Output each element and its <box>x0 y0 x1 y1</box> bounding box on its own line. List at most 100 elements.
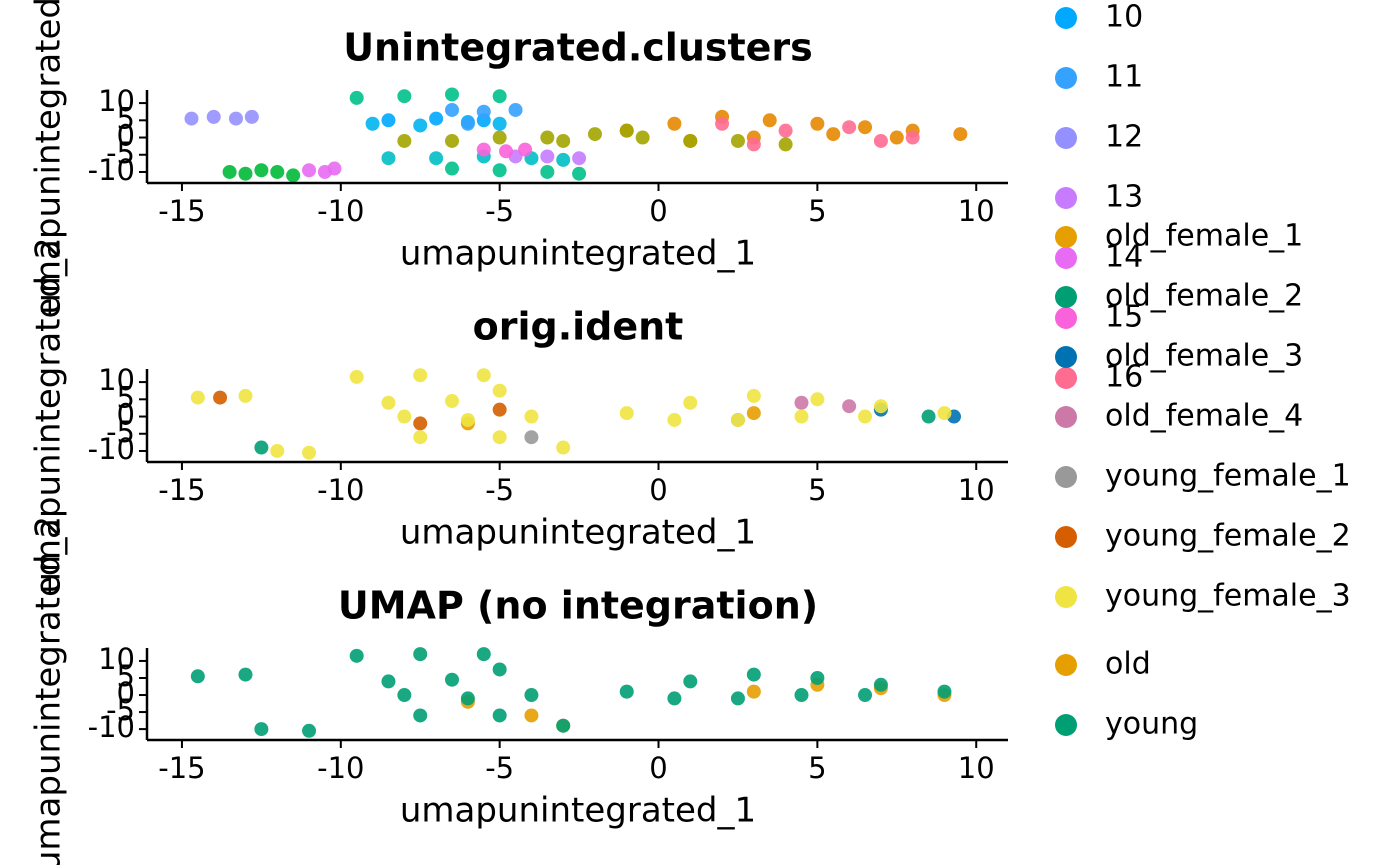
point <box>556 440 571 455</box>
legend-label: young_female_2 <box>1105 519 1351 554</box>
y-axis-label: umapunintegrated_2 <box>29 237 69 593</box>
point <box>619 684 634 699</box>
point <box>518 142 533 157</box>
point <box>492 116 507 131</box>
point <box>635 130 650 145</box>
point <box>778 137 793 152</box>
point <box>572 151 587 166</box>
point <box>270 443 285 458</box>
legend-label: 13 <box>1105 180 1143 215</box>
legend-swatch <box>1055 466 1077 488</box>
point <box>492 130 507 145</box>
legend-swatch <box>1055 67 1077 89</box>
point <box>587 127 602 142</box>
point <box>445 102 460 117</box>
point <box>254 440 269 455</box>
y-tick-label: 10 <box>98 363 135 397</box>
legend-swatch <box>1055 127 1077 149</box>
x-tick-label: -15 <box>158 194 205 228</box>
legend-label: old_female_4 <box>1105 399 1303 434</box>
point <box>238 388 253 403</box>
point <box>254 163 269 178</box>
legend-label: young_female_3 <box>1105 579 1351 614</box>
point <box>499 144 514 159</box>
point <box>524 708 539 723</box>
point <box>746 406 761 421</box>
y-tick-label: 5 <box>117 659 135 693</box>
point <box>413 368 428 383</box>
point <box>492 662 507 677</box>
point <box>460 116 475 131</box>
legend-label: old_female_1 <box>1105 219 1303 254</box>
point <box>445 672 460 687</box>
point <box>524 430 539 445</box>
point <box>572 166 587 181</box>
point <box>508 102 523 117</box>
point <box>492 402 507 417</box>
point <box>228 111 243 126</box>
point <box>873 399 888 414</box>
point <box>746 137 761 152</box>
y-tick-label: -5 <box>106 693 135 727</box>
point <box>667 691 682 706</box>
x-tick-label: -15 <box>158 751 205 785</box>
legend-label: 15 <box>1105 300 1143 335</box>
y-tick-label: 0 <box>117 398 135 432</box>
point <box>953 127 968 142</box>
point <box>184 111 199 126</box>
point <box>429 151 444 166</box>
x-axis-label: umapunintegrated_1 <box>400 234 756 274</box>
y-tick-label: 5 <box>117 380 135 414</box>
point <box>206 109 221 124</box>
x-tick-label: 5 <box>808 473 826 507</box>
legend-label: old_female_3 <box>1105 339 1303 374</box>
x-tick-label: -10 <box>317 194 364 228</box>
point <box>556 152 571 167</box>
legend-swatch <box>1055 286 1077 308</box>
point <box>413 647 428 662</box>
legend-label: young_female_1 <box>1105 459 1351 494</box>
point <box>826 127 841 142</box>
x-tick-label: 10 <box>958 751 995 785</box>
point <box>302 445 317 460</box>
point <box>397 89 412 104</box>
point <box>238 667 253 682</box>
y-tick-label: 0 <box>117 119 135 153</box>
point <box>683 133 698 148</box>
point <box>762 113 777 128</box>
x-tick-label: 5 <box>808 194 826 228</box>
y-tick-label: -5 <box>106 136 135 170</box>
point <box>254 722 269 737</box>
point <box>730 133 745 148</box>
x-tick-label: 0 <box>649 473 667 507</box>
point <box>476 142 491 157</box>
x-tick-label: -5 <box>485 751 514 785</box>
point <box>445 394 460 409</box>
point <box>397 133 412 148</box>
point <box>937 684 952 699</box>
legend-swatch <box>1055 406 1077 428</box>
point <box>190 669 205 684</box>
point <box>445 161 460 176</box>
point <box>842 120 857 135</box>
legend-label: 10 <box>1105 0 1143 35</box>
point <box>873 133 888 148</box>
point <box>413 416 428 431</box>
legend-swatch <box>1055 226 1077 248</box>
point <box>889 130 904 145</box>
point <box>190 390 205 405</box>
point <box>327 161 342 176</box>
point <box>244 109 259 124</box>
legend-label: 14 <box>1105 240 1143 275</box>
legend-swatch <box>1055 654 1077 676</box>
point <box>810 670 825 685</box>
y-axis-label: umapunintegrated_2 <box>29 516 69 865</box>
legend-label: 12 <box>1105 120 1143 155</box>
point <box>937 406 952 421</box>
point <box>667 412 682 427</box>
point <box>778 123 793 138</box>
legend-label: 11 <box>1105 60 1143 95</box>
point <box>730 691 745 706</box>
point <box>302 723 317 738</box>
point <box>381 674 396 689</box>
